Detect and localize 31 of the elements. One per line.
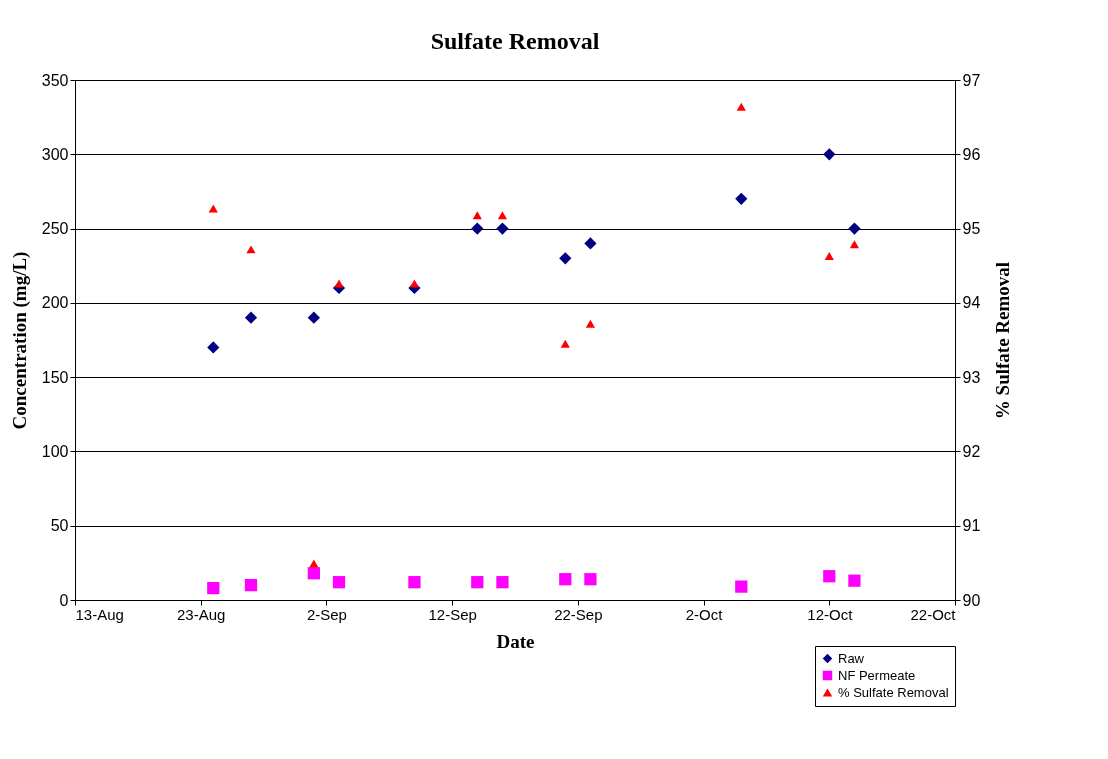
x-tick-label: 23-Aug xyxy=(177,605,226,623)
x-tick-label: 12-Oct xyxy=(807,605,854,623)
y2-tick-label: 94 xyxy=(962,294,981,312)
y2-tick-label: 96 xyxy=(962,145,981,163)
y-tick-label: 350 xyxy=(41,71,69,89)
y2-tick-label: 93 xyxy=(962,368,981,386)
x-tick-label: 2-Sep xyxy=(306,605,347,623)
y-tick-label: 200 xyxy=(41,294,69,312)
y2-axis-title: % Sulfate Removal xyxy=(992,261,1014,420)
x-tick-label: 22-Sep xyxy=(554,605,603,623)
y-tick-label: 300 xyxy=(41,145,69,163)
y2-tick-label: 95 xyxy=(962,220,981,238)
chart-title: Sulfate Removal xyxy=(430,28,600,54)
x-tick-label: 12-Sep xyxy=(428,605,477,623)
y-tick-label: 50 xyxy=(50,517,69,535)
y-tick-label: 150 xyxy=(41,368,69,386)
y2-tick-label: 92 xyxy=(962,442,981,460)
y-axis-title: Concentration (mg/L) xyxy=(8,251,31,430)
x-tick-label: 22-Oct xyxy=(910,605,957,623)
y-tick-label: 0 xyxy=(59,591,69,609)
legend-label: % Sulfate Removal xyxy=(838,684,949,700)
y2-tick-label: 91 xyxy=(962,517,981,535)
y2-tick-label: 90 xyxy=(962,591,981,609)
y-tick-label: 250 xyxy=(41,220,69,238)
y2-tick-label: 97 xyxy=(962,71,981,89)
x-tick-label: 13-Aug xyxy=(75,605,124,623)
x-tick-label: 2-Oct xyxy=(685,605,724,623)
legend-label: Raw xyxy=(838,650,865,666)
legend-label: NF Permeate xyxy=(838,667,916,683)
x-axis-title: Date xyxy=(496,630,535,652)
y-tick-label: 100 xyxy=(41,442,69,460)
